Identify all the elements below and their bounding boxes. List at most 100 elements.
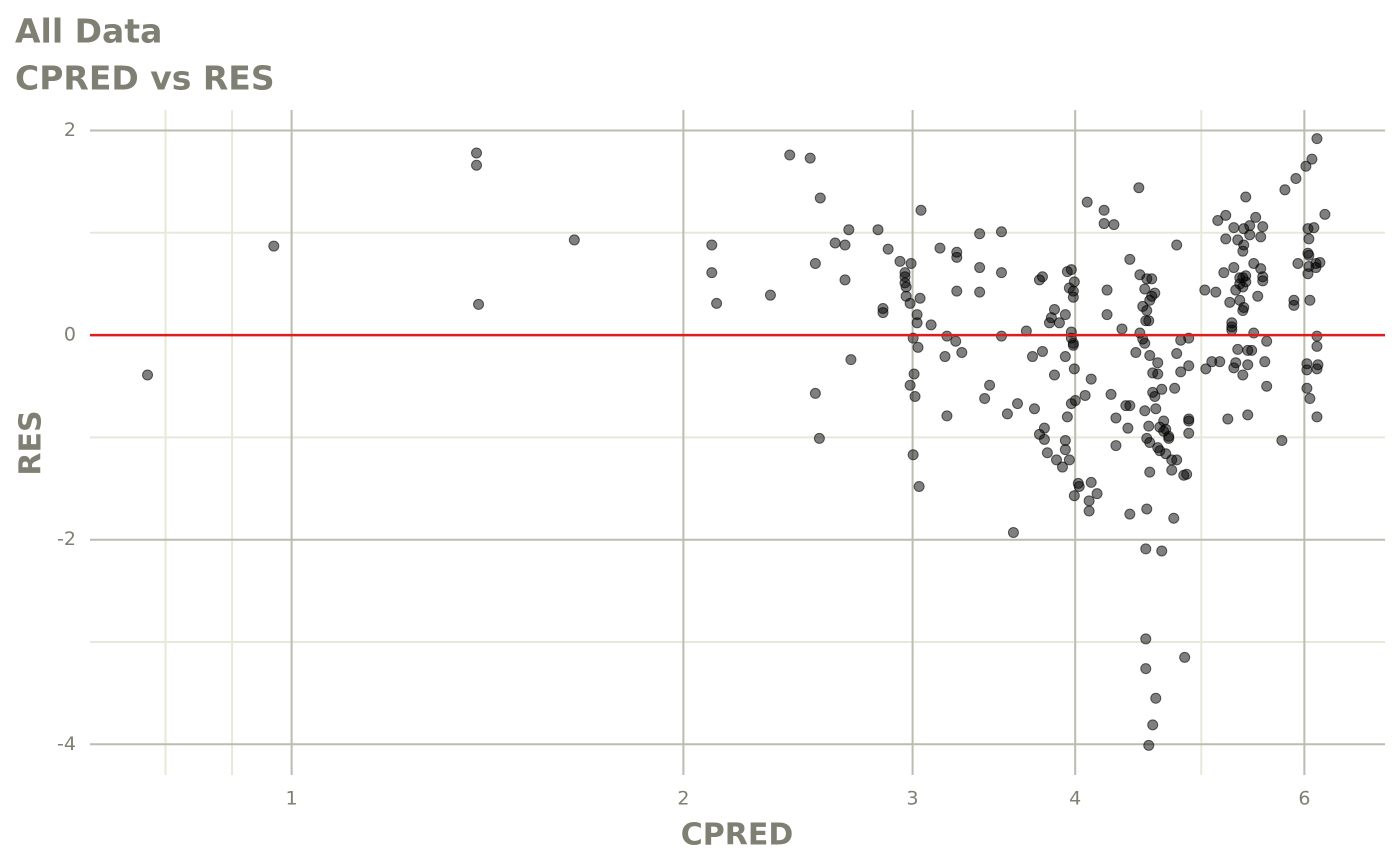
point (1240, 191, 1252, 203)
chart-title: All Data (15, 12, 162, 51)
point (1232, 343, 1244, 355)
point (813, 432, 825, 444)
point (1124, 400, 1136, 412)
point (1122, 422, 1134, 434)
point (1051, 454, 1063, 466)
point (1171, 454, 1183, 466)
point (1116, 323, 1128, 335)
point (1301, 358, 1313, 370)
point (1199, 284, 1211, 296)
point (1147, 719, 1159, 731)
point (1133, 182, 1145, 194)
point (1175, 366, 1187, 378)
point (914, 292, 926, 304)
point (1108, 219, 1120, 231)
point (1222, 413, 1234, 425)
point (1261, 380, 1273, 392)
point (1279, 184, 1291, 196)
point (1156, 545, 1168, 557)
point (1303, 249, 1315, 261)
point (471, 147, 483, 159)
point (900, 281, 912, 293)
point (894, 255, 906, 267)
point (1220, 233, 1232, 245)
point (1200, 363, 1212, 375)
point (1240, 276, 1252, 288)
point (1053, 317, 1065, 329)
point (995, 267, 1007, 279)
point (979, 393, 991, 405)
point (142, 369, 154, 381)
point (1152, 368, 1164, 380)
point (1001, 408, 1013, 420)
point (1048, 369, 1060, 381)
point (908, 368, 920, 380)
point (1098, 204, 1110, 216)
point (809, 257, 821, 269)
point (1026, 351, 1038, 363)
point (1085, 476, 1097, 488)
point (1242, 359, 1254, 371)
point (1028, 403, 1040, 415)
point (1061, 411, 1073, 423)
point (1304, 393, 1316, 405)
point (1098, 218, 1110, 230)
point (911, 317, 923, 329)
point (1214, 356, 1226, 368)
point (1300, 160, 1312, 172)
point (1228, 222, 1240, 234)
point (915, 204, 927, 216)
point (904, 297, 916, 309)
y-tick-label: 0 (64, 324, 76, 346)
point (1036, 345, 1048, 357)
point (1230, 357, 1242, 369)
point (1067, 285, 1079, 297)
point (1065, 264, 1077, 276)
point (1311, 411, 1323, 423)
chart-subtitle: CPRED vs RES (15, 59, 275, 98)
x-tick-label: 6 (1298, 788, 1310, 810)
point (1312, 359, 1324, 371)
point (939, 351, 951, 363)
point (1183, 360, 1195, 372)
point (1139, 283, 1151, 295)
point (1226, 317, 1238, 329)
point (839, 239, 851, 251)
point (1101, 284, 1113, 296)
point (1304, 294, 1316, 306)
point (974, 228, 986, 240)
point (1124, 253, 1136, 265)
point (904, 379, 916, 391)
point (1144, 350, 1156, 362)
point (1171, 347, 1183, 359)
point (1041, 447, 1053, 459)
point (843, 224, 855, 236)
point (1301, 382, 1313, 394)
point (1140, 663, 1152, 675)
point (1149, 287, 1161, 299)
point (941, 410, 953, 422)
point (912, 341, 924, 353)
point (872, 224, 884, 236)
point (839, 274, 851, 286)
point (1059, 434, 1071, 446)
point (1007, 527, 1019, 539)
point (1212, 214, 1224, 226)
point (706, 239, 718, 251)
point (804, 152, 816, 164)
point (925, 319, 937, 331)
point (1012, 398, 1024, 410)
point (1210, 286, 1222, 298)
point (1244, 229, 1256, 241)
x-tick-label: 4 (1069, 788, 1081, 810)
point (974, 262, 986, 274)
point (1171, 239, 1183, 251)
point (1311, 340, 1323, 352)
point (471, 159, 483, 171)
point (1257, 275, 1269, 287)
point (845, 354, 857, 366)
point (1250, 211, 1262, 223)
point (1168, 512, 1180, 524)
point (1306, 153, 1318, 165)
